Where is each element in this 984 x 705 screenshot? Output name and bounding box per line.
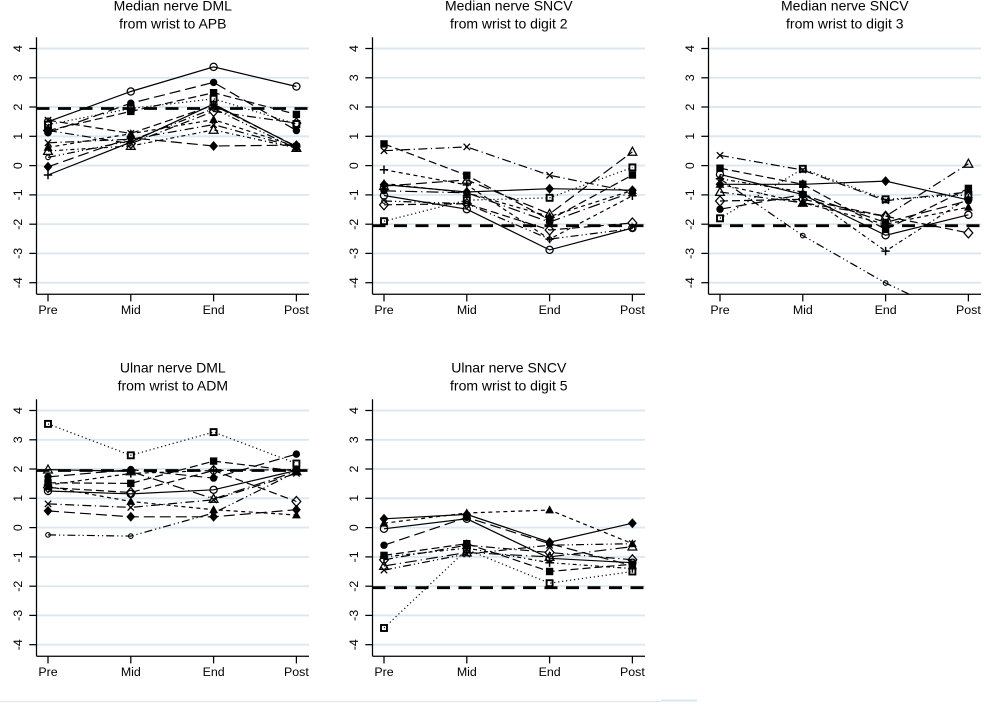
svg-text:from wrist to digit 2: from wrist to digit 2 (450, 16, 568, 32)
svg-text:from wrist to ADM: from wrist to ADM (118, 378, 228, 394)
svg-text:-1: -1 (11, 551, 25, 562)
svg-text:1: 1 (683, 133, 697, 140)
svg-text:Ulnar nerve DML: Ulnar nerve DML (120, 360, 226, 376)
svg-text:3: 3 (347, 436, 361, 443)
svg-text:3: 3 (683, 74, 697, 81)
svg-text:Pre: Pre (374, 665, 393, 679)
svg-text:-4: -4 (11, 277, 25, 288)
svg-text:-1: -1 (683, 189, 697, 200)
svg-text:-3: -3 (347, 610, 361, 621)
svg-text:-4: -4 (347, 277, 361, 288)
svg-text:Median nerve SNCV: Median nerve SNCV (445, 0, 573, 14)
svg-text:0: 0 (347, 524, 361, 531)
svg-text:3: 3 (347, 74, 361, 81)
svg-text:Mid: Mid (121, 303, 141, 317)
svg-text:2: 2 (683, 103, 697, 110)
svg-text:1: 1 (11, 133, 25, 140)
svg-text:-3: -3 (11, 248, 25, 259)
svg-text:Mid: Mid (121, 665, 141, 679)
svg-text:-2: -2 (347, 581, 361, 592)
svg-text:4: 4 (11, 45, 25, 52)
svg-text:4: 4 (347, 45, 361, 52)
svg-text:2: 2 (347, 103, 361, 110)
svg-text:Mid: Mid (793, 303, 813, 317)
svg-text:End: End (203, 665, 225, 679)
svg-text:Post: Post (620, 303, 645, 317)
svg-text:Post: Post (284, 665, 309, 679)
svg-text:0: 0 (11, 524, 25, 531)
svg-text:3: 3 (11, 436, 25, 443)
svg-text:Ulnar nerve SNCV: Ulnar nerve SNCV (451, 360, 567, 376)
svg-text:-3: -3 (347, 248, 361, 259)
svg-text:Mid: Mid (457, 665, 477, 679)
svg-text:-1: -1 (347, 189, 361, 200)
svg-text:-3: -3 (683, 248, 697, 259)
svg-text:0: 0 (683, 162, 697, 169)
svg-text:4: 4 (683, 45, 697, 52)
svg-text:Pre: Pre (38, 665, 57, 679)
svg-text:0: 0 (347, 162, 361, 169)
svg-text:-4: -4 (11, 639, 25, 650)
svg-text:Mid: Mid (457, 303, 477, 317)
svg-text:-2: -2 (11, 219, 25, 230)
svg-text:0: 0 (11, 162, 25, 169)
svg-text:from wrist to digit 5: from wrist to digit 5 (450, 378, 568, 394)
svg-text:Pre: Pre (374, 303, 393, 317)
svg-text:Post: Post (284, 303, 309, 317)
svg-text:1: 1 (347, 495, 361, 502)
svg-text:End: End (539, 303, 561, 317)
svg-text:1: 1 (11, 495, 25, 502)
svg-text:Median nerve SNCV: Median nerve SNCV (781, 0, 909, 14)
svg-text:Pre: Pre (38, 303, 57, 317)
svg-text:-1: -1 (11, 189, 25, 200)
svg-text:4: 4 (347, 407, 361, 414)
svg-text:-1: -1 (347, 551, 361, 562)
svg-text:Median nerve DML: Median nerve DML (114, 0, 232, 14)
svg-text:-4: -4 (683, 277, 697, 288)
svg-text:1: 1 (347, 133, 361, 140)
svg-text:4: 4 (11, 407, 25, 414)
svg-text:2: 2 (11, 465, 25, 472)
svg-text:-2: -2 (683, 219, 697, 230)
svg-text:End: End (539, 665, 561, 679)
svg-text:-2: -2 (347, 219, 361, 230)
svg-text:Post: Post (956, 303, 981, 317)
svg-text:2: 2 (11, 103, 25, 110)
svg-text:-3: -3 (11, 610, 25, 621)
svg-text:-2: -2 (11, 581, 25, 592)
svg-text:End: End (875, 303, 897, 317)
svg-text:End: End (203, 303, 225, 317)
svg-text:2: 2 (347, 465, 361, 472)
svg-text:3: 3 (11, 74, 25, 81)
svg-text:from wrist to digit 3: from wrist to digit 3 (786, 16, 904, 32)
svg-text:-4: -4 (347, 639, 361, 650)
svg-text:Post: Post (620, 665, 645, 679)
svg-text:Pre: Pre (710, 303, 729, 317)
svg-text:from wrist to APB: from wrist to APB (119, 16, 226, 32)
